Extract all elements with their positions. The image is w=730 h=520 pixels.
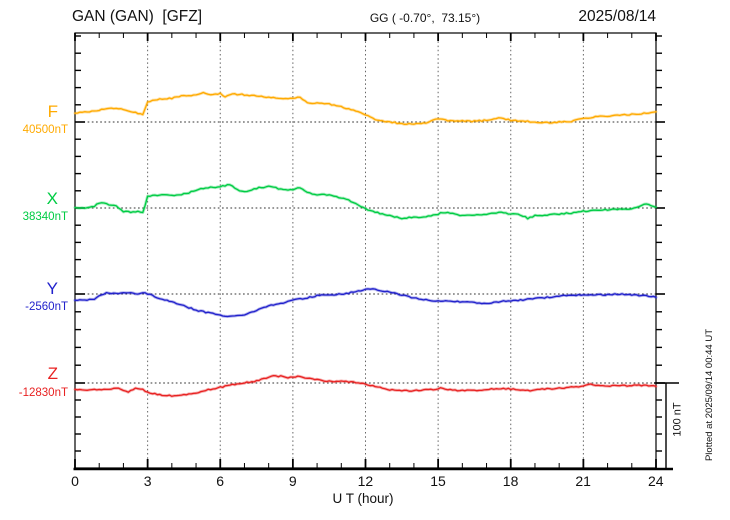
channel-label-y: Y [46, 279, 58, 298]
x-tick-24: 24 [648, 473, 664, 489]
channel-baseline-z: -12830nT [18, 387, 68, 399]
x-tick-6: 6 [216, 473, 225, 489]
station-title: GAN (GAN) [GFZ] [72, 8, 203, 25]
plotted-at-footnote: Plotted at 2025/09/14 00:44 UT [704, 328, 715, 462]
plot-date: 2025/08/14 [578, 8, 656, 25]
channel-label-z: Z [47, 364, 58, 383]
channel-baseline-f: 40500nT [22, 124, 68, 136]
x-tick-0: 0 [71, 473, 79, 489]
channel-baseline-y: -2560nT [25, 301, 68, 313]
channel-baseline-x: 38340nT [22, 211, 68, 223]
scale-bar-label: 100 nT [671, 402, 684, 437]
x-tick-18: 18 [502, 473, 519, 489]
x-tick-9: 9 [288, 473, 297, 489]
geographic-coords: GG ( -0.70°, 73.15°) [369, 11, 481, 25]
x-tick-21: 21 [575, 473, 591, 489]
channel-label-x: X [46, 189, 58, 208]
x-tick-15: 15 [430, 473, 446, 489]
x-axis-label: U T (hour) [332, 491, 394, 506]
x-tick-3: 3 [143, 473, 152, 489]
channel-label-f: F [47, 102, 58, 121]
x-tick-12: 12 [357, 473, 374, 489]
